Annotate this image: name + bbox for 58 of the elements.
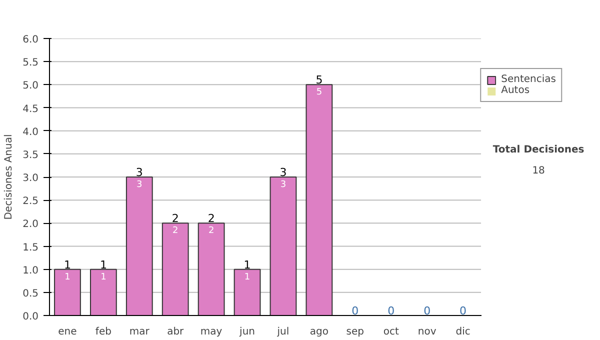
data-label: 2 — [208, 226, 214, 236]
total-label: 0 — [424, 304, 431, 318]
y-tick-label: 5.5 — [22, 58, 39, 69]
total-label: 1 — [100, 258, 107, 272]
x-tick-label: feb — [95, 326, 112, 338]
x-tick-label: oct — [383, 326, 399, 338]
text: 18 — [532, 166, 545, 176]
total-label: 1 — [64, 258, 71, 272]
bar — [162, 222, 189, 316]
total-label: 0 — [352, 304, 359, 318]
y-tick-label: 3.0 — [22, 173, 39, 184]
x-tick-label: ago — [310, 326, 328, 338]
x-tick-label: jul — [276, 326, 290, 338]
data-label: 1 — [64, 272, 70, 282]
y-tick-label: 3.5 — [22, 150, 39, 161]
legend-label: Autos — [501, 85, 530, 96]
bar — [54, 268, 81, 316]
bar — [270, 176, 297, 316]
total-label: 2 — [208, 212, 215, 226]
y-tick-label: 2.5 — [22, 196, 39, 208]
legend-label: Sentencias — [501, 74, 556, 85]
data-label: 5 — [316, 88, 322, 98]
y-tick-label: 5.0 — [22, 80, 39, 92]
x-tick-label: may — [200, 326, 222, 338]
y-axis-title: Decisiones Anual — [4, 134, 15, 220]
y-tick-label: 2.0 — [22, 219, 39, 230]
bar — [234, 268, 261, 316]
x-tick-label: mar — [129, 326, 150, 338]
x-tick-label: jun — [238, 326, 256, 338]
x-tick-label: nov — [418, 326, 436, 338]
y-tick-label: 4.0 — [22, 126, 39, 138]
total-label: 3 — [136, 166, 143, 179]
y-tick-label: 6.0 — [22, 34, 39, 46]
x-tick-label: abr — [167, 326, 185, 338]
text: Total Decisiones — [492, 144, 584, 156]
x-tick-label: dic — [456, 326, 470, 338]
data-label: 1 — [100, 272, 106, 282]
data-label: 1 — [244, 272, 250, 282]
total-label: 0 — [388, 304, 395, 318]
total-label: 1 — [244, 258, 251, 272]
bar — [90, 268, 117, 316]
y-tick-label: 0.5 — [22, 288, 39, 300]
data-label: 2 — [172, 226, 178, 236]
x-tick-label: sep — [346, 326, 364, 338]
total-label: 2 — [172, 212, 179, 226]
data-label: 3 — [280, 180, 286, 190]
y-tick-label: 1.5 — [22, 242, 39, 254]
data-label: 3 — [136, 180, 142, 190]
total-label: 5 — [316, 74, 323, 87]
bar — [198, 222, 225, 316]
x-tick-label: ene — [58, 326, 77, 338]
y-tick-label: 1.0 — [22, 265, 39, 276]
bar — [306, 84, 333, 316]
y-tick-label: 0.0 — [22, 312, 39, 322]
total-label: 0 — [460, 304, 467, 318]
y-tick-label: 4.5 — [22, 104, 39, 115]
total-label: 3 — [280, 166, 287, 179]
bar — [126, 176, 153, 316]
